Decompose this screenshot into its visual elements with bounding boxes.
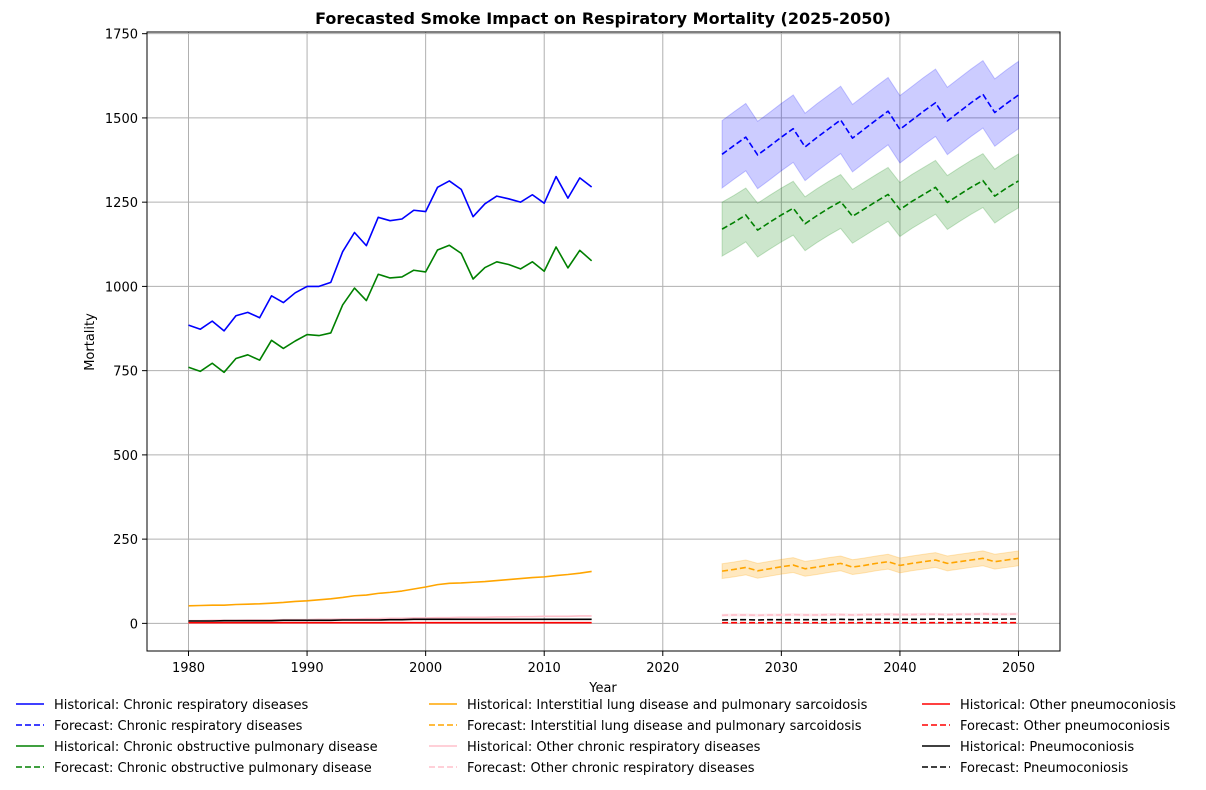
x-tick-label: 2040: [883, 661, 916, 676]
series-line-1: [721, 93, 1019, 156]
y-tick-label: 0: [130, 617, 138, 632]
legend-label: Forecast: Pneumoconiosis: [960, 761, 1129, 776]
y-tick-label: 750: [113, 365, 138, 380]
y-tick-label: 1000: [105, 280, 138, 295]
y-axis-ticks: 0 250 500 750 1000 1250 1500 1750: [105, 28, 147, 632]
legend-item: Forecast: Chronic obstructive pulmonary …: [16, 761, 372, 776]
legend-item: Historical: Chronic obstructive pulmonar…: [16, 740, 378, 755]
legend-label: Forecast: Chronic respiratory diseases: [54, 719, 303, 734]
series-line-0: [188, 175, 593, 332]
grid: [147, 32, 1060, 651]
x-tick-label: 2010: [528, 661, 561, 676]
x-tick-label: 2050: [1002, 661, 1035, 676]
x-tick-label: 1990: [291, 661, 324, 676]
chart-title: Forecasted Smoke Impact on Respiratory M…: [315, 9, 891, 28]
legend-item: Historical: Other chronic respiratory di…: [429, 740, 761, 755]
series-line-4: [188, 570, 592, 607]
legend-item: Historical: Other pneumoconiosis: [922, 698, 1176, 713]
legend-label: Forecast: Other chronic respiratory dise…: [467, 761, 755, 776]
series-line-10: [188, 618, 592, 622]
x-axis-label: Year: [588, 681, 617, 696]
legend: Historical: Chronic respiratory diseases…: [16, 698, 1176, 776]
series-line-2: [188, 244, 593, 374]
confidence-band-5: [721, 550, 1019, 580]
series-line-7: [722, 613, 1019, 617]
legend-item: Historical: Pneumoconiosis: [922, 740, 1134, 755]
series-line-5: [721, 557, 1019, 572]
y-tick-label: 1750: [105, 28, 138, 43]
legend-item: Forecast: Other pneumoconiosis: [922, 719, 1170, 734]
y-axis-label: Mortality: [83, 313, 98, 371]
legend-item: Historical: Chronic respiratory diseases: [16, 698, 308, 713]
x-tick-label: 2020: [646, 661, 679, 676]
legend-label: Forecast: Chronic obstructive pulmonary …: [54, 761, 372, 776]
legend-label: Historical: Chronic respiratory diseases: [54, 698, 308, 713]
legend-label: Forecast: Interstitial lung disease and …: [467, 719, 862, 734]
x-tick-label: 2030: [765, 661, 798, 676]
legend-item: Forecast: Other chronic respiratory dise…: [429, 761, 755, 776]
y-tick-label: 1500: [105, 112, 138, 127]
legend-label: Historical: Other chronic respiratory di…: [467, 740, 761, 755]
legend-label: Forecast: Other pneumoconiosis: [960, 719, 1170, 734]
series-lines: [188, 93, 1019, 624]
legend-label: Historical: Other pneumoconiosis: [960, 698, 1176, 713]
legend-item: Forecast: Chronic respiratory diseases: [16, 719, 303, 734]
confidence-bands: [721, 59, 1019, 617]
legend-item: Forecast: Pneumoconiosis: [922, 761, 1129, 776]
legend-item: Forecast: Interstitial lung disease and …: [429, 719, 862, 734]
series-line-3: [721, 179, 1019, 231]
y-tick-label: 500: [113, 449, 138, 464]
legend-label: Historical: Chronic obstructive pulmonar…: [54, 740, 378, 755]
y-tick-label: 250: [113, 533, 138, 548]
x-axis-ticks: 1980 1990 2000 2010 2020 2030 2040 2050: [172, 651, 1035, 676]
legend-label: Historical: Pneumoconiosis: [960, 740, 1134, 755]
x-tick-label: 2000: [409, 661, 442, 676]
plot-frame: [146, 31, 1061, 652]
legend-item: Historical: Interstitial lung disease an…: [429, 698, 868, 713]
legend-label: Historical: Interstitial lung disease an…: [467, 698, 868, 713]
x-tick-label: 1980: [172, 661, 205, 676]
series-line-11: [722, 618, 1019, 621]
y-tick-label: 1250: [105, 196, 138, 211]
confidence-band-1: [721, 59, 1019, 190]
